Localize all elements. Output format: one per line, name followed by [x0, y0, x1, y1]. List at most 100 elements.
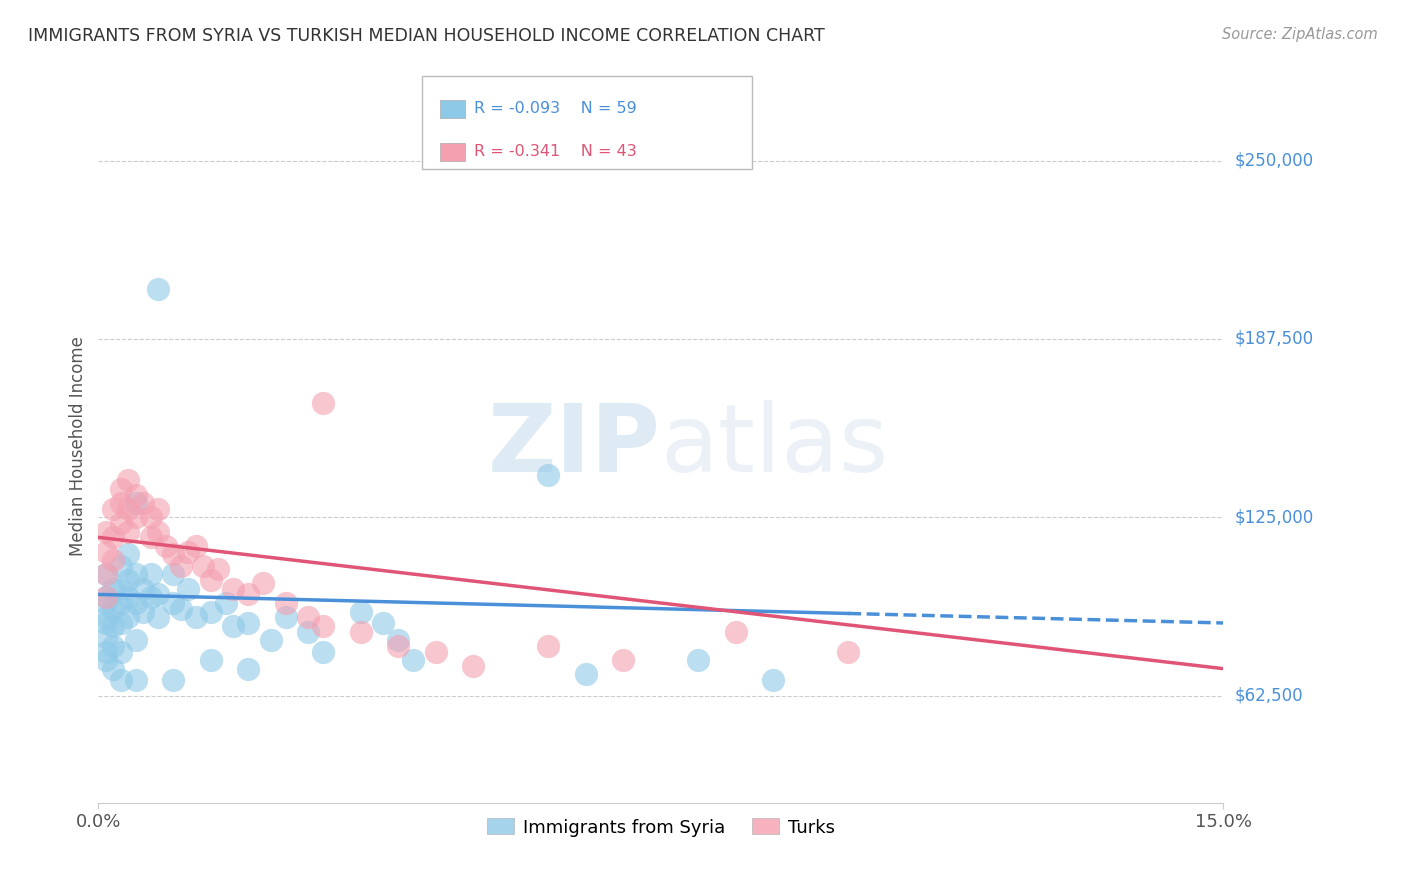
Point [103, 601, 125, 615]
Point [110, 516, 132, 530]
Text: R = -0.093    N = 59: R = -0.093 N = 59 [474, 102, 637, 116]
Point [117, 548, 139, 562]
Point [94, 644, 117, 658]
Point [125, 567, 148, 582]
Point [193, 558, 215, 573]
Text: ZIP: ZIP [488, 400, 661, 492]
Text: R = -0.341    N = 43: R = -0.341 N = 43 [474, 145, 637, 159]
Point [125, 496, 148, 510]
Point [103, 662, 125, 676]
Point [94, 567, 117, 582]
Point [373, 615, 395, 630]
Point [170, 558, 193, 573]
Point [312, 619, 335, 633]
Point [184, 610, 207, 624]
Point [139, 510, 162, 524]
Point [837, 644, 859, 658]
Point [110, 615, 132, 630]
Point [94, 615, 117, 630]
Point [94, 591, 117, 605]
Point [94, 591, 117, 605]
Point [117, 501, 139, 516]
Point [132, 496, 155, 510]
Point [177, 582, 200, 596]
Point [139, 591, 162, 605]
Point [238, 662, 260, 676]
Point [252, 576, 274, 591]
Point [724, 624, 747, 639]
Point [94, 596, 117, 610]
Point [94, 630, 117, 644]
Point [103, 553, 125, 567]
Point [402, 653, 425, 667]
Point [200, 573, 222, 587]
Point [94, 524, 117, 539]
Point [425, 644, 447, 658]
Point [387, 639, 409, 653]
Point [215, 596, 238, 610]
Point [350, 605, 373, 619]
Point [94, 544, 117, 558]
Point [110, 596, 132, 610]
Point [103, 639, 125, 653]
Point [125, 633, 148, 648]
Point [200, 653, 222, 667]
Point [117, 591, 139, 605]
Point [762, 673, 785, 687]
Point [222, 619, 245, 633]
Point [94, 610, 117, 624]
Text: atlas: atlas [661, 400, 889, 492]
Point [125, 510, 148, 524]
Point [170, 601, 193, 615]
Point [575, 667, 598, 681]
Point [162, 673, 184, 687]
Point [148, 524, 170, 539]
Point [222, 582, 245, 596]
Point [139, 530, 162, 544]
Point [260, 633, 283, 648]
Text: Source: ZipAtlas.com: Source: ZipAtlas.com [1222, 27, 1378, 42]
Point [94, 567, 117, 582]
Point [537, 467, 560, 482]
Text: $62,500: $62,500 [1234, 687, 1303, 705]
Point [110, 673, 132, 687]
Point [312, 644, 335, 658]
Point [238, 587, 260, 601]
Point [297, 624, 319, 639]
Text: $187,500: $187,500 [1234, 330, 1313, 348]
Point [537, 639, 560, 653]
Point [103, 619, 125, 633]
Point [350, 624, 373, 639]
Point [110, 482, 132, 496]
Point [184, 539, 207, 553]
Point [110, 558, 132, 573]
Point [207, 562, 229, 576]
Point [162, 548, 184, 562]
Point [162, 596, 184, 610]
Point [200, 605, 222, 619]
Point [125, 596, 148, 610]
Y-axis label: Median Household Income: Median Household Income [69, 336, 87, 556]
Point [139, 567, 162, 582]
Point [117, 473, 139, 487]
Point [125, 487, 148, 501]
Text: $125,000: $125,000 [1234, 508, 1313, 526]
Point [103, 501, 125, 516]
Point [148, 610, 170, 624]
Point [110, 496, 132, 510]
Point [238, 615, 260, 630]
Point [274, 596, 297, 610]
Point [117, 573, 139, 587]
Text: IMMIGRANTS FROM SYRIA VS TURKISH MEDIAN HOUSEHOLD INCOME CORRELATION CHART: IMMIGRANTS FROM SYRIA VS TURKISH MEDIAN … [28, 27, 825, 45]
Point [162, 567, 184, 582]
Point [312, 396, 335, 410]
Point [387, 633, 409, 648]
Point [125, 673, 148, 687]
Point [148, 501, 170, 516]
Point [117, 610, 139, 624]
Point [297, 610, 319, 624]
Point [94, 653, 117, 667]
Point [117, 524, 139, 539]
Point [688, 653, 710, 667]
Point [463, 658, 485, 673]
